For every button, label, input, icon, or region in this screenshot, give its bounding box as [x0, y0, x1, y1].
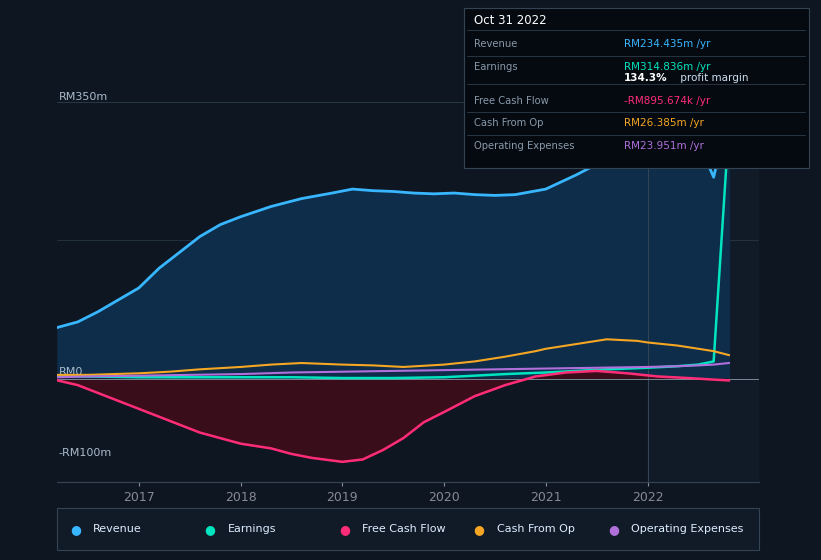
Text: RM23.951m /yr: RM23.951m /yr [624, 141, 704, 151]
Text: RM234.435m /yr: RM234.435m /yr [624, 39, 710, 49]
Text: -RM100m: -RM100m [59, 448, 112, 458]
Bar [648, 78, 759, 482]
Text: Revenue: Revenue [93, 524, 141, 534]
Text: Revenue: Revenue [474, 39, 517, 49]
Text: Operating Expenses: Operating Expenses [474, 141, 574, 151]
Text: Earnings: Earnings [227, 524, 276, 534]
Text: Cash From Op: Cash From Op [497, 524, 575, 534]
Text: ●: ● [339, 522, 350, 536]
Text: Oct 31 2022: Oct 31 2022 [474, 14, 546, 27]
Text: RM350m: RM350m [59, 92, 108, 102]
Text: ●: ● [70, 522, 80, 536]
Text: profit margin: profit margin [677, 73, 749, 83]
Text: ●: ● [204, 522, 215, 536]
Text: ●: ● [608, 522, 619, 536]
Text: Free Cash Flow: Free Cash Flow [474, 96, 548, 106]
Text: Operating Expenses: Operating Expenses [631, 524, 744, 534]
Text: 134.3%: 134.3% [624, 73, 667, 83]
Text: RM0: RM0 [59, 367, 83, 377]
Text: Free Cash Flow: Free Cash Flow [362, 524, 446, 534]
Text: Cash From Op: Cash From Op [474, 119, 544, 128]
Text: RM314.836m /yr: RM314.836m /yr [624, 62, 710, 72]
Text: -RM895.674k /yr: -RM895.674k /yr [624, 96, 710, 106]
Text: ●: ● [474, 522, 484, 536]
Text: RM26.385m /yr: RM26.385m /yr [624, 119, 704, 128]
Text: Earnings: Earnings [474, 62, 517, 72]
